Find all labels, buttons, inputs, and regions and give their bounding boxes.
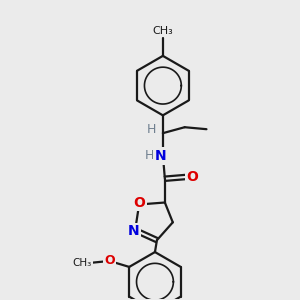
Text: CH₃: CH₃ <box>72 258 91 268</box>
Text: H: H <box>144 149 154 162</box>
Text: N: N <box>155 149 167 163</box>
Text: O: O <box>104 254 115 268</box>
Text: O: O <box>133 196 145 209</box>
Text: O: O <box>187 170 199 184</box>
Text: H: H <box>146 123 156 136</box>
Text: N: N <box>127 224 139 238</box>
Text: CH₃: CH₃ <box>152 26 173 36</box>
